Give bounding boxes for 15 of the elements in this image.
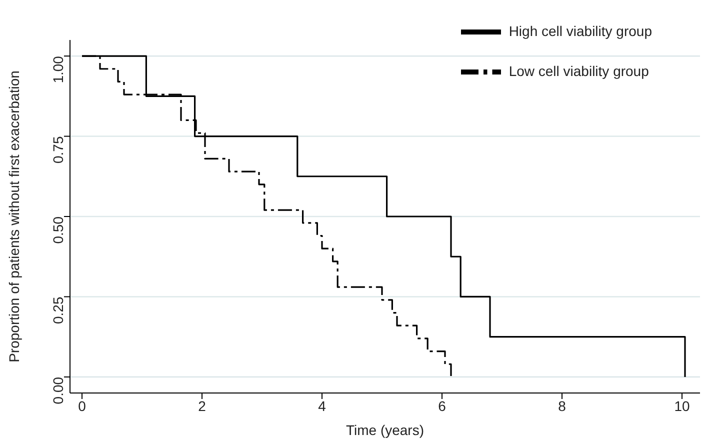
y-tick-label: 0.75 (50, 136, 66, 164)
y-tick-label: 0.00 (50, 376, 66, 404)
x-tick-label: 8 (558, 398, 566, 414)
y-axis-title: Proportion of patients without first exacerbation (6, 70, 22, 362)
y-tick-label: 0.50 (50, 216, 66, 244)
x-tick-label: 6 (438, 398, 446, 414)
legend-label: High cell viability group (508, 22, 652, 39)
legend-label: Low cell viability group (508, 62, 649, 79)
x-tick-label: 0 (78, 398, 86, 414)
x-axis-title: Time (years) (346, 422, 424, 438)
y-tick-label: 0.25 (50, 296, 66, 324)
y-tick-label: 1.00 (50, 56, 66, 84)
x-tick-label: 10 (674, 398, 690, 414)
x-tick-label: 2 (198, 398, 206, 414)
x-tick-label: 4 (318, 398, 326, 414)
